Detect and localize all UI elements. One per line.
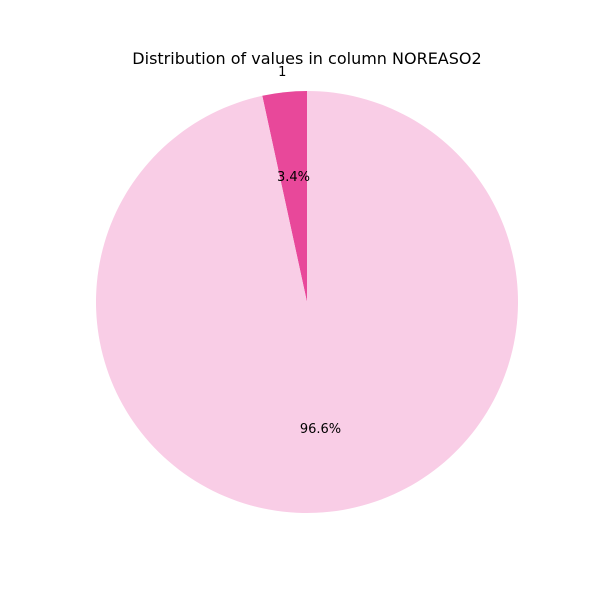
- pie-labels: 3.4% 1 96.6%: [277, 65, 341, 437]
- chart-title: Distribution of values in column NOREASO…: [132, 49, 481, 68]
- pie-slice-0-pct-label: 3.4%: [277, 170, 310, 185]
- pie-slice-1-pct-label: 96.6%: [300, 422, 341, 437]
- pie-slice-0: [262, 91, 307, 302]
- pie-slice-1: [96, 91, 518, 513]
- pie-slice-0-label: 1: [278, 65, 286, 80]
- pie-slices: [96, 91, 518, 513]
